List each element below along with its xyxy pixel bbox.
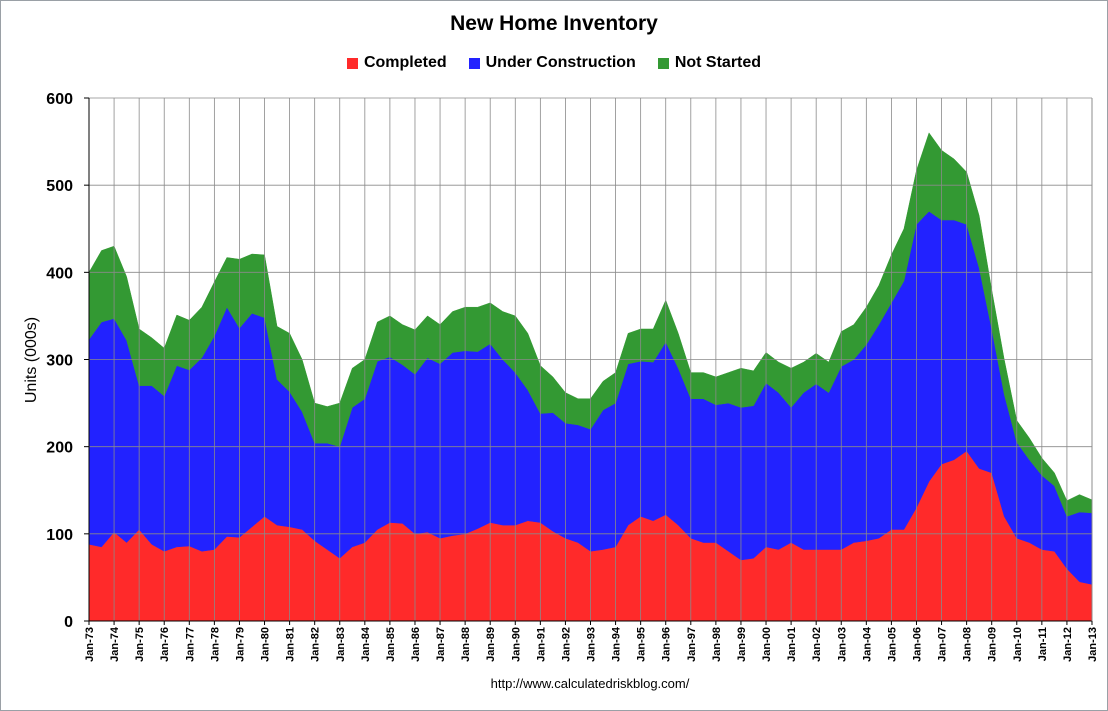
x-tick-label: Jan-11 — [1037, 627, 1049, 661]
x-tick-label: Jan-90 — [510, 627, 522, 662]
source-note: http://www.calculatedriskblog.com/ — [490, 676, 690, 691]
y-tick-label: 300 — [46, 353, 73, 370]
x-tick-label: Jan-04 — [861, 626, 873, 662]
x-tick-label: Jan-78 — [209, 627, 221, 662]
x-tick-label: Jan-06 — [911, 627, 923, 662]
x-tick-label: Jan-88 — [460, 627, 472, 662]
legend: Completed Under Construction Not Started — [0, 54, 1108, 72]
x-tick-label: Jan-00 — [761, 627, 773, 662]
x-tick-label: Jan-08 — [962, 627, 974, 662]
y-axis-label: Units (000s) — [23, 317, 40, 403]
x-tick-label: Jan-80 — [260, 627, 272, 662]
x-tick-label: Jan-84 — [360, 626, 372, 662]
x-tick-label: Jan-76 — [159, 627, 171, 662]
legend-label-not-started: Not Started — [674, 54, 762, 71]
x-tick-label: Jan-74 — [109, 626, 121, 662]
legend-item-completed: Completed — [346, 54, 447, 72]
x-tick-label: Jan-10 — [1012, 627, 1024, 662]
x-tick-label: Jan-99 — [736, 627, 748, 662]
x-tick-label: Jan-79 — [234, 627, 246, 662]
x-tick-label: Jan-73 — [84, 627, 96, 662]
x-tick-label: Jan-01 — [786, 627, 798, 662]
legend-label-completed: Completed — [363, 54, 447, 71]
legend-label-under-construction: Under Construction — [485, 54, 636, 71]
x-tick-label: Jan-85 — [385, 627, 397, 662]
x-tick-label: Jan-95 — [636, 627, 648, 662]
x-tick-label: Jan-02 — [811, 627, 823, 662]
y-tick-label: 200 — [46, 440, 73, 457]
x-tick-label: Jan-81 — [285, 627, 297, 662]
x-tick-label: Jan-92 — [560, 627, 572, 662]
x-tick-label: Jan-86 — [410, 627, 422, 662]
x-tick-label: Jan-12 — [1062, 627, 1074, 662]
x-tick-label: Jan-09 — [987, 627, 999, 662]
chart-title: New Home Inventory — [450, 12, 658, 35]
legend-swatch-under-construction — [468, 57, 480, 69]
y-tick-label: 500 — [46, 178, 73, 195]
legend-swatch-completed — [346, 57, 358, 69]
x-tick-label: Jan-98 — [711, 627, 723, 662]
legend-item-not-started: Not Started — [657, 54, 762, 72]
x-tick-label: Jan-91 — [535, 627, 547, 662]
x-tick-label: Jan-03 — [836, 627, 848, 662]
y-tick-label: 600 — [46, 91, 73, 108]
x-tick-label: Jan-83 — [335, 627, 347, 662]
x-tick-label: Jan-05 — [886, 627, 898, 662]
x-tick-label: Jan-75 — [134, 627, 146, 662]
x-tick-label: Jan-07 — [937, 627, 949, 662]
x-tick-label: Jan-97 — [686, 627, 698, 662]
y-tick-label: 400 — [46, 265, 73, 282]
x-tick-label: Jan-87 — [435, 627, 447, 662]
x-tick-label: Jan-89 — [485, 627, 497, 662]
x-tick-label: Jan-96 — [661, 627, 673, 662]
legend-swatch-not-started — [657, 57, 669, 69]
x-tick-label: Jan-94 — [611, 626, 623, 662]
legend-item-under-construction: Under Construction — [468, 54, 636, 72]
y-tick-label: 100 — [46, 527, 73, 544]
x-tick-label: Jan-77 — [184, 627, 196, 662]
x-tick-label: Jan-13 — [1087, 627, 1099, 662]
y-tick-label: 0 — [64, 614, 73, 631]
x-tick-label: Jan-82 — [310, 627, 322, 662]
x-tick-label: Jan-93 — [586, 627, 598, 662]
